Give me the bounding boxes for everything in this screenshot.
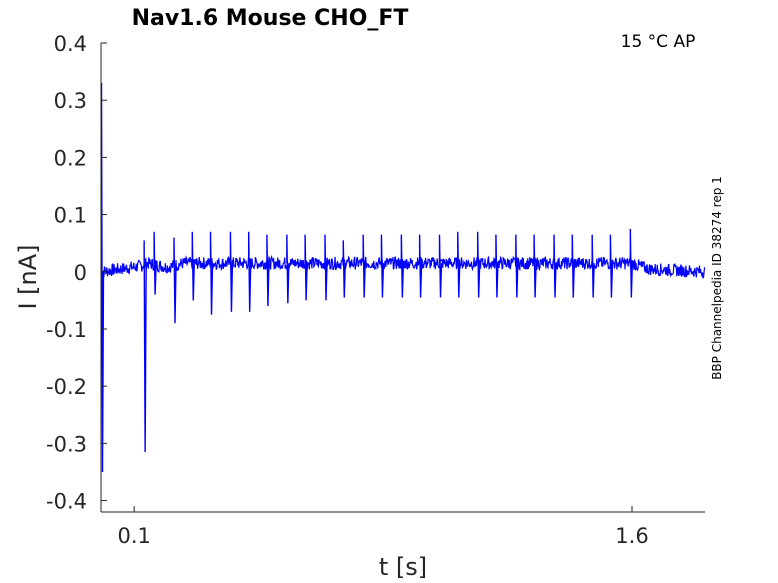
- side-id-label: BBP Channelpedia ID 38274 rep 1: [710, 176, 724, 380]
- y-axis-label: I [nA]: [14, 244, 42, 309]
- spike-mark: [591, 234, 595, 298]
- spike-mark: [342, 240, 346, 298]
- spike-mark: [609, 234, 614, 298]
- spike-mark: [143, 240, 147, 452]
- spike-mark: [247, 231, 252, 312]
- spike-mark: [266, 234, 270, 307]
- y-tick-label: -0.4: [46, 490, 87, 514]
- spike-mark: [191, 231, 195, 301]
- y-tick-label: -0.2: [46, 375, 87, 399]
- spike-mark: [629, 228, 634, 298]
- y-tick-label: 0.3: [54, 89, 87, 113]
- spike-mark: [533, 234, 537, 298]
- y-tick-label: 0.1: [54, 204, 87, 228]
- spike-mark: [286, 234, 290, 304]
- spike-mark: [380, 234, 385, 298]
- x-tick-label: 0.1: [117, 524, 150, 548]
- y-tick-label: -0.3: [46, 432, 87, 456]
- x-tick-label: 1.6: [615, 524, 648, 548]
- spike-mark: [153, 231, 157, 295]
- condition-annotation: 15 °C AP: [621, 32, 696, 52]
- spike-mark: [418, 234, 423, 298]
- spike-mark: [438, 234, 443, 298]
- plot-area: [100, 83, 706, 472]
- spike-mark: [515, 234, 519, 298]
- spike-mark: [304, 234, 308, 301]
- y-tick-label: -0.1: [46, 318, 87, 342]
- axis-ticks: 0.4 0.3 0.2 0.1 0 -0.1 -0.2 -0.3 -0.4 0.1 1.6: [46, 32, 705, 548]
- spike-mark: [495, 234, 499, 298]
- spike-mark: [209, 231, 214, 315]
- x-axis-label: t [s]: [379, 553, 427, 581]
- y-tick-label: 0.4: [54, 32, 87, 56]
- y-tick-label: 0.2: [54, 146, 87, 170]
- spike-mark: [100, 83, 105, 472]
- spike-mark: [571, 234, 575, 298]
- spike-mark: [173, 237, 177, 324]
- chart-title: Nav1.6 Mouse CHO_FT: [132, 6, 409, 31]
- spike-mark: [400, 234, 405, 298]
- y-tick-label: 0: [74, 261, 87, 285]
- spike-mark: [553, 234, 557, 298]
- spike-mark: [362, 234, 366, 298]
- spike-mark: [324, 234, 328, 301]
- spike-mark: [476, 231, 481, 298]
- spike-mark: [457, 231, 461, 298]
- spike-mark: [229, 231, 234, 312]
